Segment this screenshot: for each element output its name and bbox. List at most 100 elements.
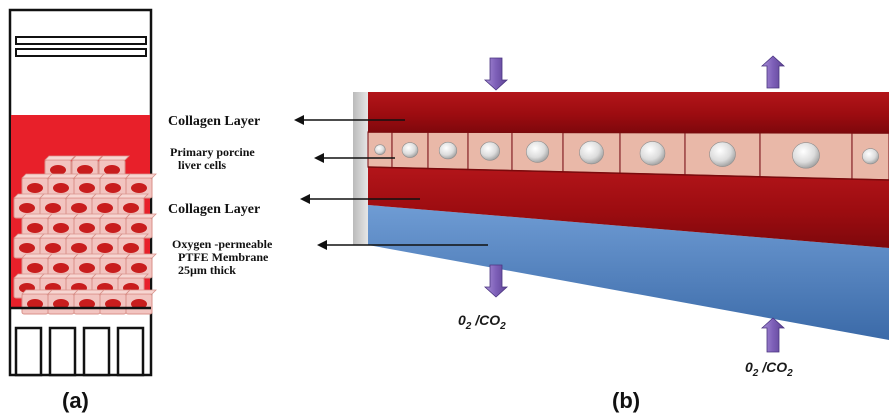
label-liver-cells-line2: liver cells [178,158,226,172]
hepatocyte-cell-top [98,155,130,161]
hepatocyte-cell-top [125,173,157,179]
hepatocyte-nucleus [53,223,69,233]
hepatocyte-cell-top [73,173,105,179]
hepatocyte-nucleus [79,263,95,273]
hepatocyte-cell-top [91,193,123,199]
hepatocyte-cell-top [39,233,71,239]
hepatocyte-cell-top [65,193,97,199]
hepatocyte-cell-top [91,273,123,279]
layer-separator [367,131,889,134]
hepatocyte-cell-top [71,155,103,161]
hepatocyte-nucleus [27,183,43,193]
hepatocyte-cell-top [21,253,53,259]
hepatocyte-nucleus [19,243,35,253]
well-base-slot [116,326,145,377]
panel-b-layer-diagram [353,92,889,340]
hepatocyte-cell-top [65,273,97,279]
hepatocyte-cell-top [99,289,131,295]
well-base-slot [82,326,111,377]
liver-cell-row [367,131,889,181]
gas-label-left: 02 /CO2 [458,312,506,332]
hepatocyte-nucleus [104,165,120,175]
hepatocyte-cell-top [117,273,149,279]
hepatocyte-nucleus [19,203,35,213]
well-insert-bar [15,36,147,45]
liver-cell-nucleus [862,148,879,165]
liver-cell-nucleus [525,140,550,163]
hepatocyte-nucleus [131,183,147,193]
hepatocyte-nucleus [79,299,95,309]
hepatocyte-cell-top [13,193,45,199]
gas-arrow-in-top [483,57,509,91]
hepatocyte-cell-top [39,273,71,279]
layer-stack-edge [353,92,368,245]
gas-arrow-out-bottom [483,264,509,298]
hepatocyte-nucleus [105,299,121,309]
panel-b-label: (b) [612,388,640,413]
hepatocyte-cell-top [73,289,105,295]
hepatocyte-nucleus [79,183,95,193]
well-base-slot [48,326,77,377]
hepatocyte-cell-top [47,173,79,179]
panel-a-label: (a) [62,388,89,413]
well-base-slot [14,326,43,377]
hepatocyte-nucleus [50,165,66,175]
hepatocyte-nucleus [123,243,139,253]
liver-cell-nucleus [579,140,604,165]
collagen-layer-top [368,92,889,133]
hepatocyte-nucleus [53,183,69,193]
gas-arrow-in-bottom [760,317,786,353]
gas-label-right: 02 /CO2 [745,359,793,379]
hepatocyte-cell-top [99,173,131,179]
label-membrane-line3: 25µm thick [178,263,236,277]
liver-cell-nucleus [792,142,820,169]
hepatocyte-nucleus [105,183,121,193]
hepatocyte-nucleus [45,243,61,253]
hepatocyte-nucleus [53,299,69,309]
hepatocyte-cell-top [44,155,76,161]
hepatocyte-cell-top [125,213,157,219]
gas-arrow-out-top [760,55,786,89]
hepatocyte-cell-top [125,253,157,259]
hepatocyte-nucleus [45,203,61,213]
label-collagen-bottom: Collagen Layer [168,202,260,217]
label-membrane-line2: PTFE Membrane [178,250,269,264]
label-collagen-top: Collagen Layer [168,114,260,129]
hepatocyte-cell-top [39,193,71,199]
hepatocyte-nucleus [131,223,147,233]
hepatocyte-cell-top [117,233,149,239]
hepatocyte-nucleus [105,223,121,233]
hepatocyte-nucleus [97,203,113,213]
hepatocyte-nucleus [97,243,113,253]
hepatocyte-nucleus [131,263,147,273]
liver-cell-nucleus [374,144,386,155]
hepatocyte-cell-top [65,233,97,239]
hepatocyte-nucleus [131,299,147,309]
hepatocyte-cell-top [117,193,149,199]
hepatocyte-cell-top [73,213,105,219]
hepatocyte-cell-top [13,273,45,279]
collagen-layer-bottom [368,167,889,248]
hepatocyte-nucleus [123,203,139,213]
liver-cell-nucleus [480,141,500,161]
hepatocyte-nucleus [27,263,43,273]
label-arrows [294,115,488,250]
hepatocyte-cell-top [99,253,131,259]
well-insert-bar [15,48,147,57]
hepatocyte-nucleus [71,203,87,213]
hepatocyte-cell-top [91,233,123,239]
label-membrane-line1: Oxygen -permeable [172,237,273,251]
label-liver-cells-line1: Primary porcine [170,145,255,159]
layer-separator [367,166,889,181]
hepatocyte-nucleus [27,223,43,233]
hepatocyte-cell-top [21,289,53,295]
hepatocyte-cell-top [73,253,105,259]
panel-a-well-diagram [8,8,157,377]
hepatocyte-cell-top [47,253,79,259]
hepatocyte-cell-top [47,289,79,295]
hepatocyte-nucleus [53,263,69,273]
hepatocyte-cell-top [21,173,53,179]
label-membrane: Oxygen -permeable PTFE Membrane 25µm thi… [172,237,275,277]
hepatocyte-nucleus [79,223,95,233]
